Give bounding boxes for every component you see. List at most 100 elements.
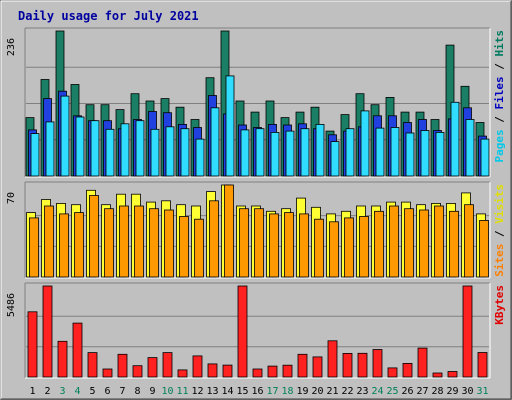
bar-pages-day-3 bbox=[60, 95, 70, 177]
x-tick-label: 10 bbox=[161, 386, 173, 397]
x-tick-label: 17 bbox=[266, 386, 278, 397]
bar-pages-day-28 bbox=[435, 131, 445, 177]
chart-panels: 236 Pages / Files / Hits 70 Sites / Visits 5… bbox=[6, 27, 506, 379]
panel-sites-visits: 70 Sites / Visits bbox=[6, 181, 506, 279]
panel-pages-files-hits: 236 Pages / Files / Hits bbox=[6, 27, 506, 178]
bar-sites-day-31 bbox=[479, 220, 489, 278]
bar-pages-day-21 bbox=[330, 141, 340, 177]
bar-pages-day-9 bbox=[150, 128, 160, 177]
bar-sites-day-2 bbox=[44, 205, 54, 278]
bar-kbytes-day-30 bbox=[462, 285, 473, 378]
x-tick-label: 13 bbox=[206, 386, 218, 397]
x-tick-label: 21 bbox=[326, 386, 338, 397]
bar-pages-day-7 bbox=[120, 123, 130, 177]
x-tick-label: 6 bbox=[104, 386, 110, 397]
x-tick-label: 16 bbox=[251, 386, 263, 397]
x-tick-label: 2 bbox=[44, 386, 50, 397]
bar-pages-day-18 bbox=[285, 130, 295, 177]
bar-sites-day-23 bbox=[359, 216, 369, 278]
bar-sites-day-25 bbox=[389, 205, 399, 278]
bar-kbytes-day-13 bbox=[207, 363, 218, 378]
chart-title: Daily usage for July 2021 bbox=[18, 9, 199, 23]
x-tick-label: 31 bbox=[476, 386, 488, 397]
bar-pages-day-27 bbox=[420, 130, 430, 177]
bar-kbytes-day-15 bbox=[237, 285, 248, 378]
panel-legend: Pages / Files / Hits bbox=[493, 30, 506, 163]
bar-pages-day-6 bbox=[105, 128, 115, 177]
bar-kbytes-day-3 bbox=[57, 340, 68, 378]
x-tick-label: 9 bbox=[149, 386, 155, 397]
x-tick-label: 15 bbox=[236, 386, 248, 397]
panel-kbytes: 5486 KBytes bbox=[6, 282, 506, 379]
bar-sites-day-5 bbox=[89, 195, 99, 278]
x-tick-label: 20 bbox=[311, 386, 323, 397]
bar-kbytes-day-8 bbox=[132, 365, 143, 378]
bar-kbytes-day-19 bbox=[297, 353, 308, 378]
bar-pages-day-20 bbox=[315, 124, 325, 177]
bar-kbytes-day-9 bbox=[147, 357, 158, 378]
bar-sites-day-29 bbox=[449, 210, 459, 278]
bar-kbytes-day-28 bbox=[432, 372, 443, 378]
legend-entry: Files bbox=[493, 76, 506, 109]
x-tick-label: 29 bbox=[446, 386, 458, 397]
x-tick-label: 12 bbox=[191, 386, 203, 397]
bar-pages-day-26 bbox=[405, 132, 415, 177]
x-tick-label: 28 bbox=[431, 386, 443, 397]
bar-kbytes-day-21 bbox=[327, 340, 338, 378]
x-tick-label: 26 bbox=[401, 386, 413, 397]
y-max-label: 236 bbox=[6, 38, 17, 56]
y-max-label: 70 bbox=[6, 192, 17, 204]
bar-sites-day-15 bbox=[239, 208, 249, 278]
x-tick-label: 8 bbox=[134, 386, 140, 397]
x-tick-label: 5 bbox=[89, 386, 95, 397]
bar-sites-day-16 bbox=[254, 208, 264, 278]
bar-pages-day-8 bbox=[135, 120, 145, 177]
bar-kbytes-day-23 bbox=[357, 352, 368, 378]
bar-sites-day-9 bbox=[149, 208, 159, 278]
x-tick-label: 22 bbox=[341, 386, 353, 397]
bar-pages-day-19 bbox=[300, 128, 310, 177]
x-tick-label: 1 bbox=[29, 386, 35, 397]
bar-sites-day-13 bbox=[209, 200, 219, 278]
bar-pages-day-22 bbox=[345, 128, 355, 177]
bar-kbytes-day-10 bbox=[162, 352, 173, 378]
bar-pages-day-2 bbox=[45, 121, 55, 177]
x-tick-label: 11 bbox=[176, 386, 188, 397]
x-tick-label: 18 bbox=[281, 386, 293, 397]
bar-pages-day-15 bbox=[240, 129, 250, 177]
bar-sites-day-30 bbox=[464, 204, 474, 278]
bar-kbytes-day-27 bbox=[417, 347, 428, 378]
legend-entry: / bbox=[493, 110, 506, 130]
bar-sites-day-24 bbox=[374, 210, 384, 278]
x-tick-label: 3 bbox=[59, 386, 65, 397]
bar-kbytes-day-12 bbox=[192, 355, 203, 378]
bar-sites-day-18 bbox=[284, 212, 294, 278]
bar-pages-day-31 bbox=[480, 138, 490, 177]
series-kbytes bbox=[27, 285, 488, 378]
bar-sites-day-8 bbox=[134, 205, 144, 278]
bar-kbytes-day-7 bbox=[117, 353, 128, 378]
bar-kbytes-day-17 bbox=[267, 365, 278, 378]
bar-sites-day-3 bbox=[59, 213, 69, 278]
legend-entry: / bbox=[493, 57, 506, 77]
bar-pages-day-29 bbox=[450, 101, 460, 177]
bar-sites-day-12 bbox=[194, 218, 204, 278]
legend-entry: Sites bbox=[493, 244, 506, 277]
bar-kbytes-day-16 bbox=[252, 368, 263, 378]
bar-kbytes-day-26 bbox=[402, 362, 413, 378]
series-sites bbox=[29, 184, 489, 278]
x-tick-label: 25 bbox=[386, 386, 398, 397]
bar-pages-day-16 bbox=[255, 128, 265, 177]
bar-kbytes-day-4 bbox=[72, 322, 83, 378]
bar-kbytes-day-5 bbox=[87, 352, 98, 378]
bar-kbytes-day-22 bbox=[342, 352, 353, 378]
bar-kbytes-day-1 bbox=[27, 311, 38, 378]
bar-sites-day-11 bbox=[179, 216, 189, 278]
bar-kbytes-day-6 bbox=[102, 368, 113, 378]
panel-legend: KBytes bbox=[493, 285, 506, 325]
bar-sites-day-17 bbox=[269, 213, 279, 278]
bar-pages-day-12 bbox=[195, 138, 205, 177]
bar-sites-day-28 bbox=[434, 205, 444, 278]
bar-sites-day-1 bbox=[29, 217, 39, 278]
bar-kbytes-day-31 bbox=[477, 352, 488, 378]
